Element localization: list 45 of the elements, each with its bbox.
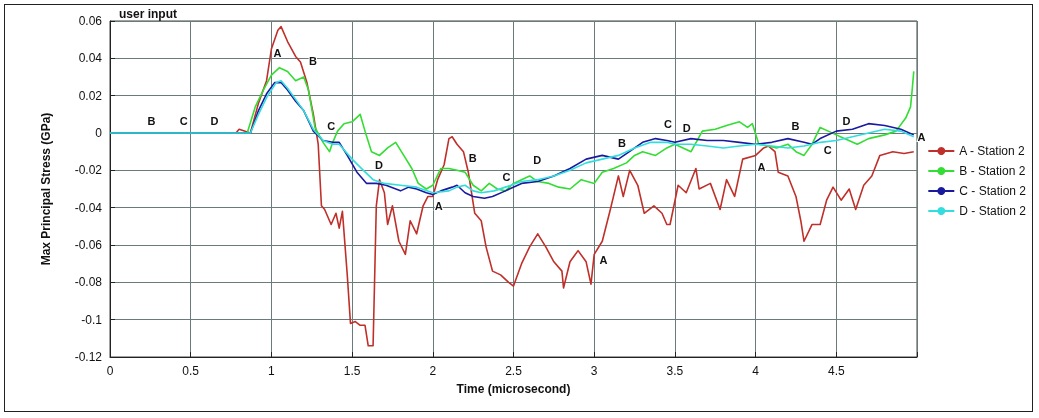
annotation: D bbox=[533, 153, 542, 166]
x-tick-label: 2 bbox=[429, 364, 437, 378]
x-tick-label: 3 bbox=[590, 364, 598, 378]
annotation: A bbox=[917, 131, 926, 144]
legend-label: D - Station 2 bbox=[959, 204, 1027, 218]
legend-label: B - Station 2 bbox=[959, 164, 1026, 178]
annotation: D bbox=[682, 121, 691, 134]
y-tick-label: -0.06 bbox=[74, 238, 103, 252]
y-tick-label: 0.06 bbox=[78, 14, 103, 28]
annotation: D bbox=[210, 114, 219, 127]
annotation: C bbox=[179, 114, 188, 127]
annotation: C bbox=[663, 118, 672, 131]
chart-title: user input bbox=[119, 7, 178, 21]
annotation: C bbox=[502, 170, 511, 183]
y-tick-label: -0.02 bbox=[74, 163, 103, 178]
y-tick-label: -0.04 bbox=[74, 200, 103, 215]
annotation: D bbox=[842, 114, 851, 127]
x-tick-label: 4 bbox=[752, 364, 760, 378]
x-tick-label: 1 bbox=[268, 364, 276, 378]
legend-label: A - Station 2 bbox=[959, 144, 1025, 158]
legend-label: C - Station 2 bbox=[959, 184, 1027, 198]
x-tick-label: 1.5 bbox=[343, 364, 361, 378]
y-tick-label: 0.04 bbox=[78, 51, 103, 66]
x-axis-title: Time (microsecond) bbox=[456, 382, 571, 396]
x-tick-label: 0.5 bbox=[182, 364, 200, 378]
x-tick-label: 4.5 bbox=[827, 364, 845, 378]
annotation: D bbox=[375, 159, 384, 172]
y-tick-label: -0.1 bbox=[81, 312, 103, 327]
y-tick-label: 0.02 bbox=[78, 88, 103, 103]
y-tick-label: -0.12 bbox=[74, 350, 103, 364]
annotation: A bbox=[599, 254, 608, 267]
x-tick-label: 0 bbox=[106, 364, 114, 378]
y-tick-label: 0 bbox=[95, 126, 103, 140]
annotation: B bbox=[147, 114, 156, 127]
y-tick-label: -0.08 bbox=[74, 275, 103, 290]
annotation: B bbox=[791, 120, 800, 133]
annotation: C bbox=[327, 119, 336, 132]
annotation: B bbox=[618, 136, 627, 149]
annotation: A bbox=[273, 47, 282, 60]
annotation: C bbox=[823, 144, 832, 157]
x-tick-label: 3.5 bbox=[666, 364, 684, 378]
x-tick-label: 2.5 bbox=[505, 364, 523, 378]
annotation: A bbox=[757, 160, 766, 173]
y-axis-title: Max Principal Stress (GPa) bbox=[39, 112, 53, 266]
annotation: B bbox=[468, 151, 477, 164]
